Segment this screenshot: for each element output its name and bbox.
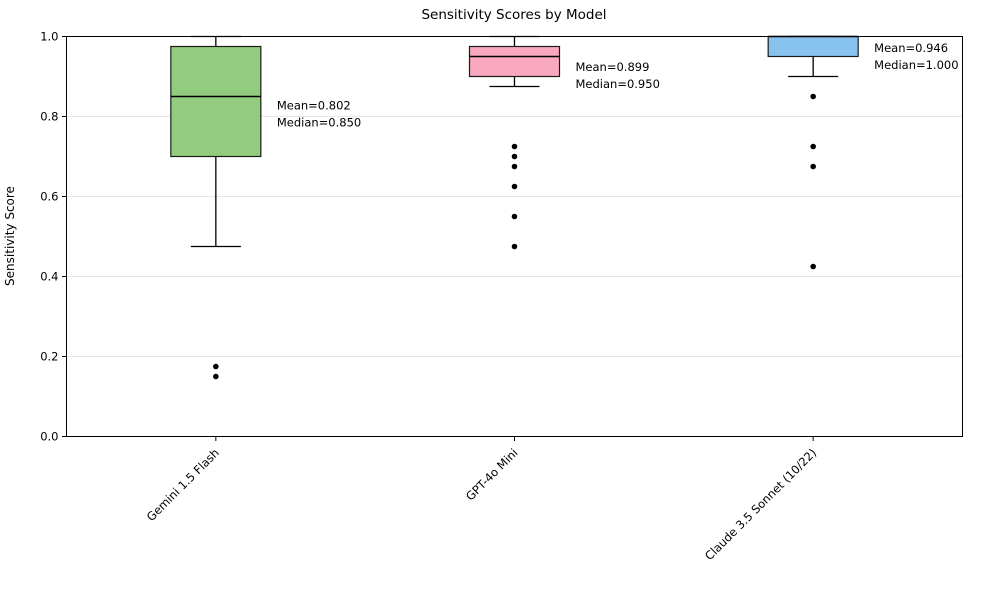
outlier-point-gpt-4o-mini [511,213,518,220]
chart-title: Sensitivity Scores by Model [421,7,607,23]
outlier-point-gpt-4o-mini [511,243,518,250]
annotation-mean-claude-3-5-sonnet-10-22: Mean=0.946 [874,41,948,55]
x-tick-label-claude-3-5-sonnet-10-22: Claude 3.5 Sonnet (10/22) [702,446,819,563]
x-tick-label-gpt-4o-mini: GPT-4o Mini [463,446,521,504]
outlier-point-claude-3-5-sonnet-10-22 [810,263,816,270]
outlier-point-gpt-4o-mini [511,153,518,160]
annotation-mean-gemini-1-5-flash: Mean=0.802 [277,99,351,113]
annotation-mean-gpt-4o-mini: Mean=0.899 [576,60,650,74]
annotation-median-claude-3-5-sonnet-10-22: Median=1.000 [874,58,958,72]
outlier-point-claude-3-5-sonnet-10-22 [810,93,816,100]
outlier-point-gemini-1-5-flash [213,363,219,370]
outlier-point-gemini-1-5-flash [213,373,219,380]
box-gpt-4o-mini [468,45,561,78]
y-tick-label: 0.4 [40,270,58,284]
box-claude-3-5-sonnet-10-22 [767,35,859,58]
annotation-median-gpt-4o-mini: Median=0.950 [576,77,660,91]
outlier-point-gpt-4o-mini [511,163,518,170]
y-tick-label: 0.6 [40,190,58,204]
annotation-median-gemini-1-5-flash: Median=0.850 [277,116,361,130]
y-tick-label: 0.0 [40,430,58,444]
y-tick-label: 0.8 [40,110,58,124]
box-gemini-1-5-flash [170,45,262,158]
x-tick-label-gemini-1-5-flash: Gemini 1.5 Flash [144,446,222,524]
outlier-point-claude-3-5-sonnet-10-22 [810,143,816,150]
y-axis-label: Sensitivity Score [3,186,17,286]
outlier-point-gpt-4o-mini [511,183,518,190]
outlier-point-claude-3-5-sonnet-10-22 [810,163,816,170]
outlier-point-gpt-4o-mini [511,143,518,150]
y-tick-label: 1.0 [40,30,58,44]
y-tick-label: 0.2 [40,350,58,364]
